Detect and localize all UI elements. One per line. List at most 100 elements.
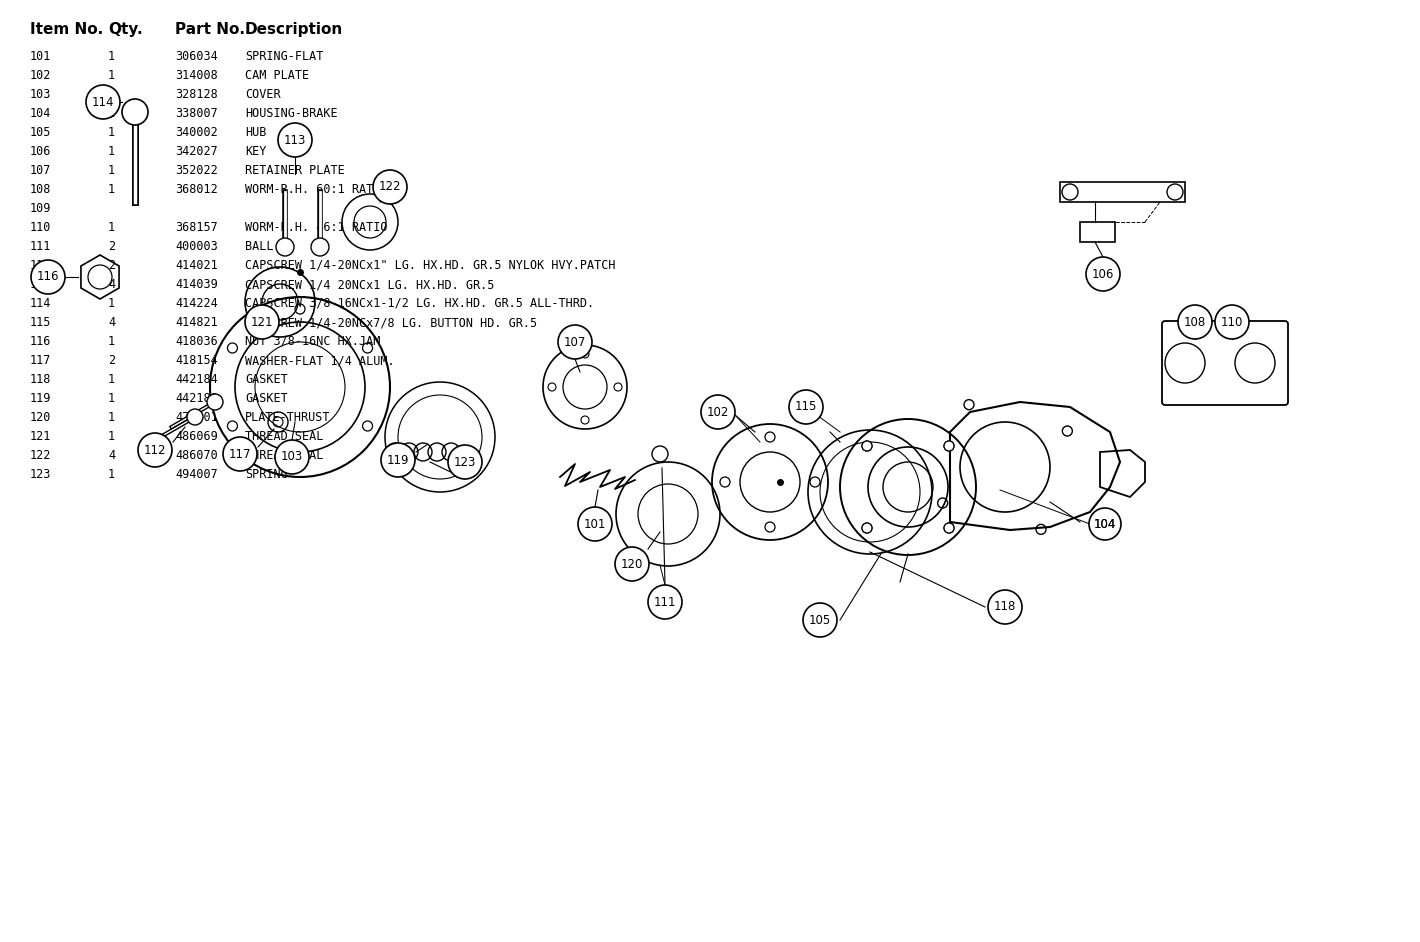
Text: 1: 1 — [108, 69, 115, 82]
Text: HUB: HUB — [246, 126, 267, 139]
Text: 486069: 486069 — [175, 430, 217, 443]
Text: 414021: 414021 — [175, 259, 217, 272]
Text: 442184: 442184 — [175, 373, 217, 386]
Circle shape — [278, 123, 312, 157]
Text: 414039: 414039 — [175, 278, 217, 291]
Text: 116: 116 — [37, 270, 60, 284]
Text: 104: 104 — [30, 107, 51, 120]
Text: 1: 1 — [108, 411, 115, 424]
Text: 418154: 418154 — [175, 354, 217, 367]
Text: 109: 109 — [30, 202, 51, 215]
Text: 352022: 352022 — [175, 164, 217, 177]
Text: KEY: KEY — [246, 145, 267, 158]
Text: 1: 1 — [108, 107, 115, 120]
Circle shape — [1089, 508, 1120, 540]
Text: 121: 121 — [251, 316, 273, 329]
Circle shape — [447, 445, 481, 479]
Text: 117: 117 — [229, 447, 251, 461]
Text: 115: 115 — [795, 400, 816, 414]
Text: 120: 120 — [30, 411, 51, 424]
Text: 1: 1 — [108, 50, 115, 63]
Circle shape — [138, 433, 172, 467]
Circle shape — [988, 590, 1022, 624]
Text: 4: 4 — [108, 449, 115, 462]
Text: Item No.: Item No. — [30, 22, 104, 37]
Text: WORM-R.H. 46:1 RATIO: WORM-R.H. 46:1 RATIO — [246, 221, 388, 234]
Text: 368012: 368012 — [175, 183, 217, 196]
Circle shape — [1086, 257, 1120, 291]
Text: 486070: 486070 — [175, 449, 217, 462]
Text: CAM PLATE: CAM PLATE — [246, 69, 310, 82]
Text: 1: 1 — [108, 430, 115, 443]
Text: GASKET: GASKET — [246, 373, 288, 386]
Circle shape — [207, 394, 223, 410]
Circle shape — [246, 305, 278, 339]
Text: 110: 110 — [1221, 316, 1242, 329]
Text: THREAD SEAL: THREAD SEAL — [246, 430, 324, 443]
Text: 103: 103 — [30, 88, 51, 101]
Text: 2: 2 — [108, 259, 115, 272]
Circle shape — [944, 441, 954, 451]
Text: 418036: 418036 — [175, 335, 217, 348]
Circle shape — [275, 440, 310, 474]
Text: WORM-R.H. 60:1 RATIO: WORM-R.H. 60:1 RATIO — [246, 183, 388, 196]
Text: 117: 117 — [30, 354, 51, 367]
Text: 104: 104 — [1093, 517, 1116, 530]
Text: 4: 4 — [108, 316, 115, 329]
Text: 119: 119 — [30, 392, 51, 405]
Text: 2: 2 — [108, 240, 115, 253]
Text: 116: 116 — [30, 335, 51, 348]
Text: Description: Description — [246, 22, 344, 37]
Text: BALL: BALL — [246, 240, 274, 253]
Circle shape — [122, 99, 148, 125]
Text: 118: 118 — [994, 600, 1017, 613]
Circle shape — [1179, 305, 1213, 339]
Text: 1: 1 — [108, 468, 115, 481]
Text: 113: 113 — [30, 278, 51, 291]
Text: 101: 101 — [30, 50, 51, 63]
Circle shape — [862, 523, 872, 533]
Text: CAPSCREW 1/4-20NCx1" LG. HX.HD. GR.5 NYLOK HVY.PATCH: CAPSCREW 1/4-20NCx1" LG. HX.HD. GR.5 NYL… — [246, 259, 615, 272]
Text: 342027: 342027 — [175, 145, 217, 158]
Text: 414821: 414821 — [175, 316, 217, 329]
Text: 123: 123 — [30, 468, 51, 481]
Text: 102: 102 — [30, 69, 51, 82]
Circle shape — [578, 507, 612, 541]
Circle shape — [223, 437, 257, 471]
Text: RETAINER PLATE: RETAINER PLATE — [246, 164, 345, 177]
Text: HOUSING-BRAKE: HOUSING-BRAKE — [246, 107, 338, 120]
Text: 368157: 368157 — [175, 221, 217, 234]
Text: 1: 1 — [108, 392, 115, 405]
Text: 328128: 328128 — [175, 88, 217, 101]
Text: 106: 106 — [30, 145, 51, 158]
Text: Qty.: Qty. — [108, 22, 142, 37]
Text: 4: 4 — [108, 278, 115, 291]
Text: 119: 119 — [386, 453, 409, 466]
Text: 105: 105 — [809, 613, 831, 626]
Circle shape — [790, 390, 824, 424]
Text: 104: 104 — [1093, 517, 1116, 530]
Text: 306034: 306034 — [175, 50, 217, 63]
Text: SPRING: SPRING — [246, 468, 288, 481]
Text: 474001: 474001 — [175, 411, 217, 424]
Circle shape — [802, 603, 836, 637]
Text: 112: 112 — [30, 259, 51, 272]
Text: 122: 122 — [30, 449, 51, 462]
Text: 101: 101 — [584, 517, 606, 530]
Circle shape — [381, 443, 415, 477]
Text: 120: 120 — [621, 558, 643, 571]
Text: 1: 1 — [108, 164, 115, 177]
Text: 2: 2 — [108, 354, 115, 367]
Text: 105: 105 — [30, 126, 51, 139]
Circle shape — [1216, 305, 1250, 339]
Text: 1: 1 — [108, 183, 115, 196]
Text: CAPSCREW 1/4-20NCx7/8 LG. BUTTON HD. GR.5: CAPSCREW 1/4-20NCx7/8 LG. BUTTON HD. GR.… — [246, 316, 537, 329]
Text: COVER: COVER — [246, 88, 281, 101]
Text: 107: 107 — [30, 164, 51, 177]
Circle shape — [373, 170, 408, 204]
Circle shape — [187, 409, 203, 425]
Text: 1: 1 — [108, 297, 115, 310]
Text: 107: 107 — [564, 335, 586, 349]
Circle shape — [311, 238, 329, 256]
Text: 108: 108 — [30, 183, 51, 196]
